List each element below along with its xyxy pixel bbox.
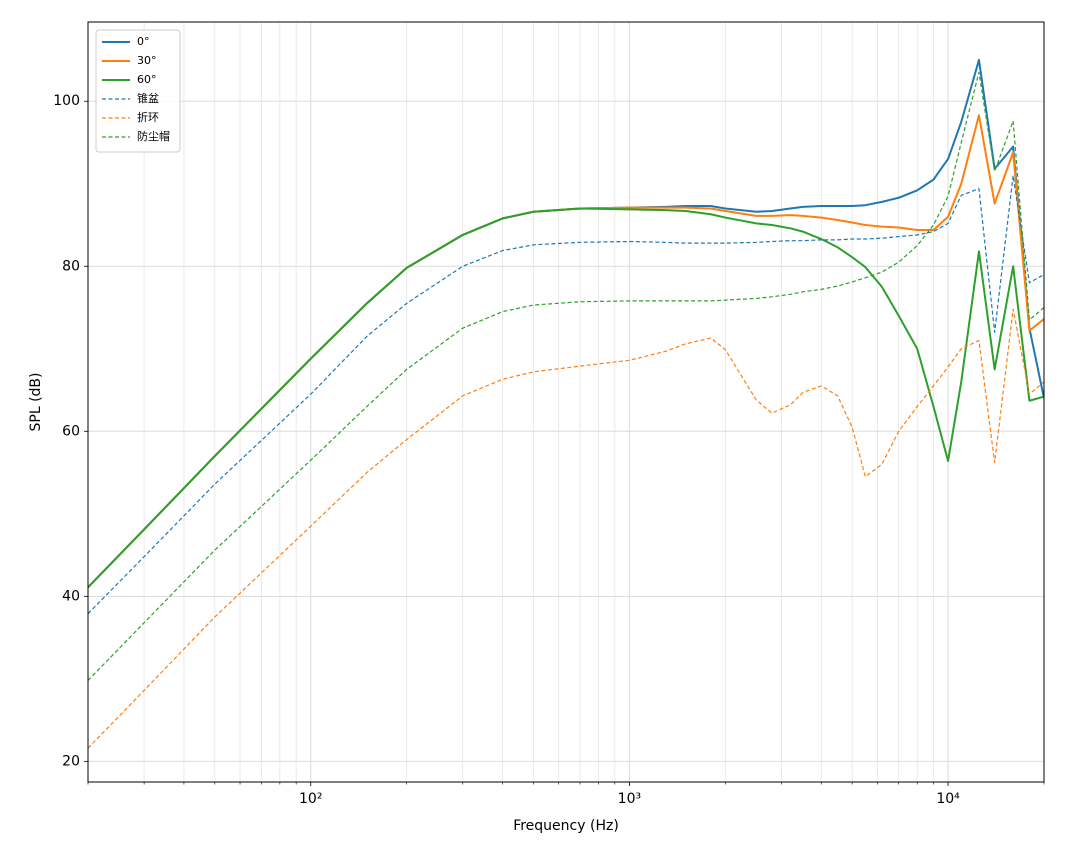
x-axis-label: Frequency (Hz) xyxy=(513,818,619,834)
y-tick-label: 100 xyxy=(53,93,80,109)
series-line xyxy=(88,207,1044,588)
x-tick-label: 10⁴ xyxy=(936,791,960,807)
axes-frame xyxy=(87,21,1045,783)
y-tick-label: 20 xyxy=(62,753,80,769)
y-tick-label: 40 xyxy=(62,588,80,604)
legend-label: 锥盆 xyxy=(137,91,159,105)
legend-label: 60° xyxy=(137,73,157,86)
legend-label: 防尘帽 xyxy=(137,129,170,143)
legend-label: 折环 xyxy=(137,110,159,124)
series-line xyxy=(88,308,1044,749)
x-tick-label: 10² xyxy=(299,791,322,807)
y-axis-label: SPL (dB) xyxy=(28,373,44,432)
legend-label: 30° xyxy=(137,54,157,67)
y-tick-label: 80 xyxy=(62,258,80,274)
y-tick-label: 60 xyxy=(62,423,80,439)
series-line xyxy=(88,174,1044,615)
grid xyxy=(87,22,1045,782)
plot-lines xyxy=(88,58,1044,749)
x-tick-label: 10³ xyxy=(618,791,641,807)
ticks: 10² 10³ 10⁴ 20 40 60 80 100 xyxy=(53,93,1045,807)
legend-label: 0° xyxy=(137,35,150,48)
